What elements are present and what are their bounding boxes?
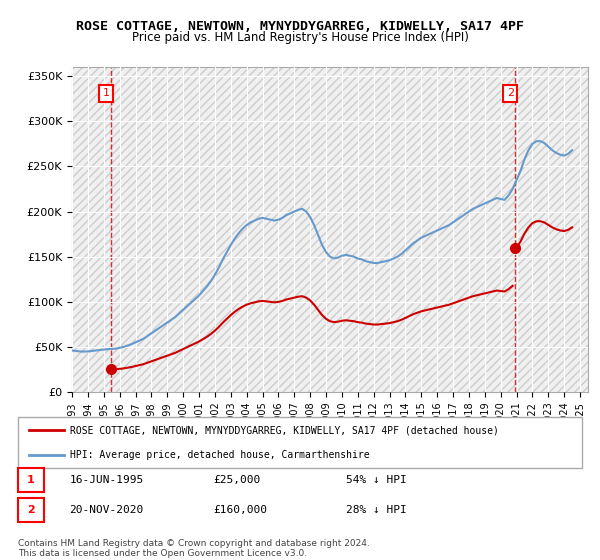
Text: £160,000: £160,000 [214, 505, 268, 515]
Text: 16-JUN-1995: 16-JUN-1995 [70, 475, 144, 485]
Text: ROSE COTTAGE, NEWTOWN, MYNYDDYGARREG, KIDWELLY, SA17 4PF: ROSE COTTAGE, NEWTOWN, MYNYDDYGARREG, KI… [76, 20, 524, 32]
Text: HPI: Average price, detached house, Carmarthenshire: HPI: Average price, detached house, Carm… [70, 450, 369, 460]
FancyBboxPatch shape [18, 468, 44, 492]
FancyBboxPatch shape [18, 417, 582, 468]
Text: Price paid vs. HM Land Registry's House Price Index (HPI): Price paid vs. HM Land Registry's House … [131, 31, 469, 44]
Text: 28% ↓ HPI: 28% ↓ HPI [346, 505, 407, 515]
Text: 2: 2 [506, 88, 514, 98]
Text: Contains HM Land Registry data © Crown copyright and database right 2024.
This d: Contains HM Land Registry data © Crown c… [18, 539, 370, 558]
Text: £25,000: £25,000 [214, 475, 261, 485]
Text: ROSE COTTAGE, NEWTOWN, MYNYDDYGARREG, KIDWELLY, SA17 4PF (detached house): ROSE COTTAGE, NEWTOWN, MYNYDDYGARREG, KI… [70, 425, 499, 435]
Text: 20-NOV-2020: 20-NOV-2020 [70, 505, 144, 515]
Text: 1: 1 [27, 475, 35, 485]
Text: 2: 2 [27, 505, 35, 515]
FancyBboxPatch shape [18, 498, 44, 522]
Text: 1: 1 [103, 88, 110, 98]
Text: 54% ↓ HPI: 54% ↓ HPI [346, 475, 407, 485]
